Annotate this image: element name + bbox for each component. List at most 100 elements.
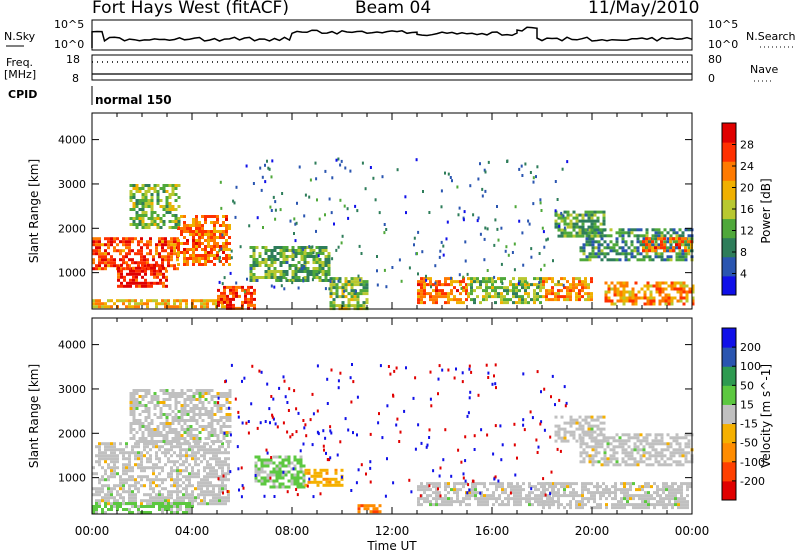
heatmap-cell — [264, 264, 268, 267]
colorbar-tick-label: 12 — [740, 225, 754, 238]
heatmap-cell — [167, 243, 170, 247]
heatmap-cell — [660, 463, 664, 467]
heatmap-cell — [183, 407, 187, 410]
heatmap-cell — [563, 222, 567, 226]
heatmap-cell — [684, 246, 687, 250]
heatmap-cell — [332, 277, 336, 281]
heatmap-cell — [206, 463, 209, 467]
heatmap-cell — [146, 457, 149, 461]
heatmap-cell — [615, 460, 619, 464]
heatmap-cell — [474, 497, 477, 501]
heatmap-cell — [293, 482, 297, 486]
heatmap-cell — [313, 468, 317, 472]
heatmap-cell — [174, 416, 178, 419]
heatmap-cell — [232, 291, 235, 295]
heatmap-cell — [188, 472, 191, 476]
heatmap-cell — [629, 503, 632, 507]
heatmap-cell — [528, 485, 531, 489]
heatmap-cell — [578, 228, 582, 232]
heatmap-cell — [170, 246, 173, 250]
heatmap-cell — [134, 463, 137, 467]
heatmap-cell — [665, 503, 668, 507]
heatmap-cell — [207, 437, 211, 440]
heatmap-cell — [128, 457, 131, 461]
heatmap-cell — [201, 233, 204, 236]
scatter-echo — [316, 409, 319, 413]
heatmap-cell — [203, 299, 206, 303]
heatmap-cell — [101, 484, 104, 488]
power-ylabel: Slant Range [km] — [27, 159, 41, 263]
heatmap-cell — [482, 295, 485, 299]
heatmap-cell — [629, 494, 632, 498]
heatmap-cell — [359, 304, 363, 308]
heatmap-cell — [138, 389, 142, 392]
heatmap-cell — [303, 255, 307, 258]
heatmap-cell — [203, 302, 206, 306]
heatmap-cell — [146, 240, 149, 244]
heatmap-cell — [140, 258, 143, 262]
heatmap-cell — [676, 287, 680, 291]
heatmap-cell — [560, 503, 563, 507]
scatter-echo — [479, 232, 482, 236]
scatter-echo — [500, 226, 503, 230]
heatmap-cell — [651, 234, 655, 238]
heatmap-cell — [540, 497, 543, 501]
heatmap-cell — [119, 451, 122, 455]
heatmap-cell — [470, 277, 473, 281]
heatmap-cell — [575, 491, 578, 495]
heatmap-cell — [420, 301, 423, 305]
heatmap-cell — [534, 500, 537, 504]
heatmap-cell — [303, 246, 307, 249]
heatmap-cell — [572, 289, 575, 293]
heatmap-cell — [578, 436, 582, 440]
heatmap-cell — [143, 255, 146, 259]
heatmap-cell — [219, 419, 223, 422]
heatmap-cell — [252, 246, 256, 249]
heatmap-cell — [144, 410, 148, 413]
heatmap-cell — [173, 481, 176, 485]
heatmap-cell — [672, 436, 676, 440]
heatmap-cell — [226, 300, 229, 304]
heatmap-cell — [159, 389, 163, 392]
heatmap-cell — [687, 240, 690, 244]
heatmap-cell — [294, 270, 298, 273]
heatmap-cell — [578, 427, 582, 431]
scatter-echo — [468, 488, 471, 492]
heatmap-cell — [563, 295, 566, 299]
heatmap-cell — [569, 231, 573, 235]
heatmap-cell — [557, 228, 561, 232]
heatmap-cell — [192, 239, 195, 242]
scatter-echo — [389, 372, 392, 376]
heatmap-cell — [153, 413, 157, 416]
heatmap-cell — [492, 503, 495, 507]
heatmap-cell — [198, 242, 201, 245]
scatter-echo — [359, 278, 362, 282]
heatmap-cell — [164, 505, 167, 508]
heatmap-cell — [129, 422, 133, 425]
heatmap-cell — [420, 289, 423, 293]
heatmap-cell — [177, 440, 181, 443]
heatmap-cell — [657, 463, 661, 467]
heatmap-cell — [638, 494, 641, 498]
heatmap-cell — [447, 497, 450, 501]
heatmap-cell — [270, 261, 274, 264]
heatmap-cell — [578, 298, 581, 302]
heatmap-cell — [331, 477, 335, 481]
heatmap-cell — [206, 490, 209, 494]
heatmap-cell — [611, 506, 614, 510]
heatmap-cell — [674, 503, 677, 507]
heatmap-cell — [179, 505, 182, 508]
heatmap-cell — [632, 497, 635, 501]
heatmap-cell — [252, 249, 256, 252]
heatmap-cell — [669, 237, 672, 241]
heatmap-cell — [182, 481, 185, 485]
heatmap-cell — [152, 499, 155, 503]
heatmap-cell — [578, 234, 582, 238]
scatter-echo — [302, 277, 305, 281]
scatter-echo — [442, 253, 445, 257]
heatmap-cell — [138, 284, 141, 288]
heatmap-cell — [687, 246, 691, 250]
heatmap-cell — [315, 273, 319, 276]
heatmap-cell — [312, 270, 316, 273]
heatmap-cell — [176, 484, 179, 488]
